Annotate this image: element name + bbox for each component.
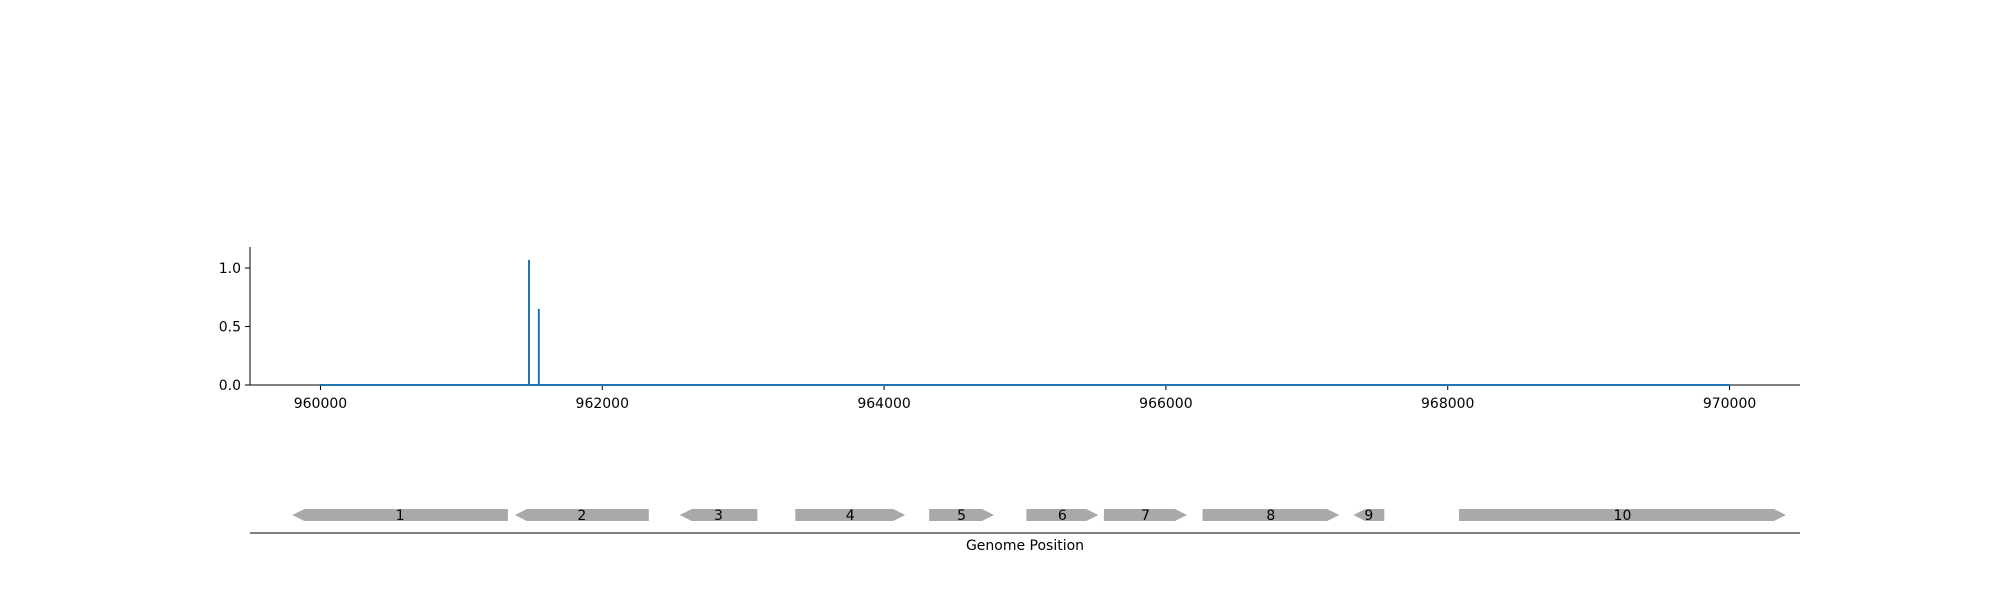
gene-arrow	[929, 509, 994, 521]
x-tick-label: 970000	[1703, 396, 1756, 412]
coverage-plot: 0.0 0.5 1.0 960000 962000 964000 966000 968000…	[219, 247, 1800, 412]
gene-label: 1	[396, 508, 405, 524]
gene-arrow	[514, 509, 649, 521]
gene-arrow	[679, 509, 758, 521]
gene-label: 5	[957, 508, 966, 524]
gene-label: 3	[714, 508, 723, 524]
x-tick-label: 968000	[1421, 396, 1474, 412]
gene-label: 7	[1141, 508, 1150, 524]
y-tick-label: 0.5	[219, 320, 241, 336]
y-tick-label: 0.0	[219, 378, 241, 394]
gene-arrow	[292, 509, 508, 521]
gene-arrow	[795, 509, 906, 521]
x-tick-label: 960000	[294, 396, 347, 412]
x-tick-label: 962000	[576, 396, 629, 412]
y-tick-label: 1.0	[219, 261, 241, 277]
gene-label: 8	[1266, 508, 1275, 524]
y-ticks: 0.0 0.5 1.0	[219, 261, 250, 394]
gene-arrow	[1026, 509, 1099, 521]
gene-label: 4	[846, 508, 855, 524]
gene-arrow	[1103, 509, 1187, 521]
gene-arrow	[1353, 509, 1385, 521]
x-tick-label: 964000	[857, 396, 910, 412]
x-ticks: 960000 962000 964000 966000 968000 970000	[294, 385, 1756, 412]
coverage-series	[320, 259, 1730, 386]
gene-arrow	[1202, 509, 1340, 521]
gene-features: 1 2 3 4 5 6 7 8 9 10	[292, 508, 1786, 524]
gene-label: 6	[1058, 508, 1067, 524]
gene-label: 2	[577, 508, 586, 524]
gene-label: 9	[1364, 508, 1373, 524]
gene-track: 1 2 3 4 5 6 7 8 9 10 Genome Position	[250, 508, 1800, 554]
track-x-axis-label: Genome Position	[966, 538, 1084, 554]
gene-label: 10	[1614, 508, 1632, 524]
gene-arrow	[1459, 509, 1786, 521]
x-tick-label: 966000	[1139, 396, 1192, 412]
